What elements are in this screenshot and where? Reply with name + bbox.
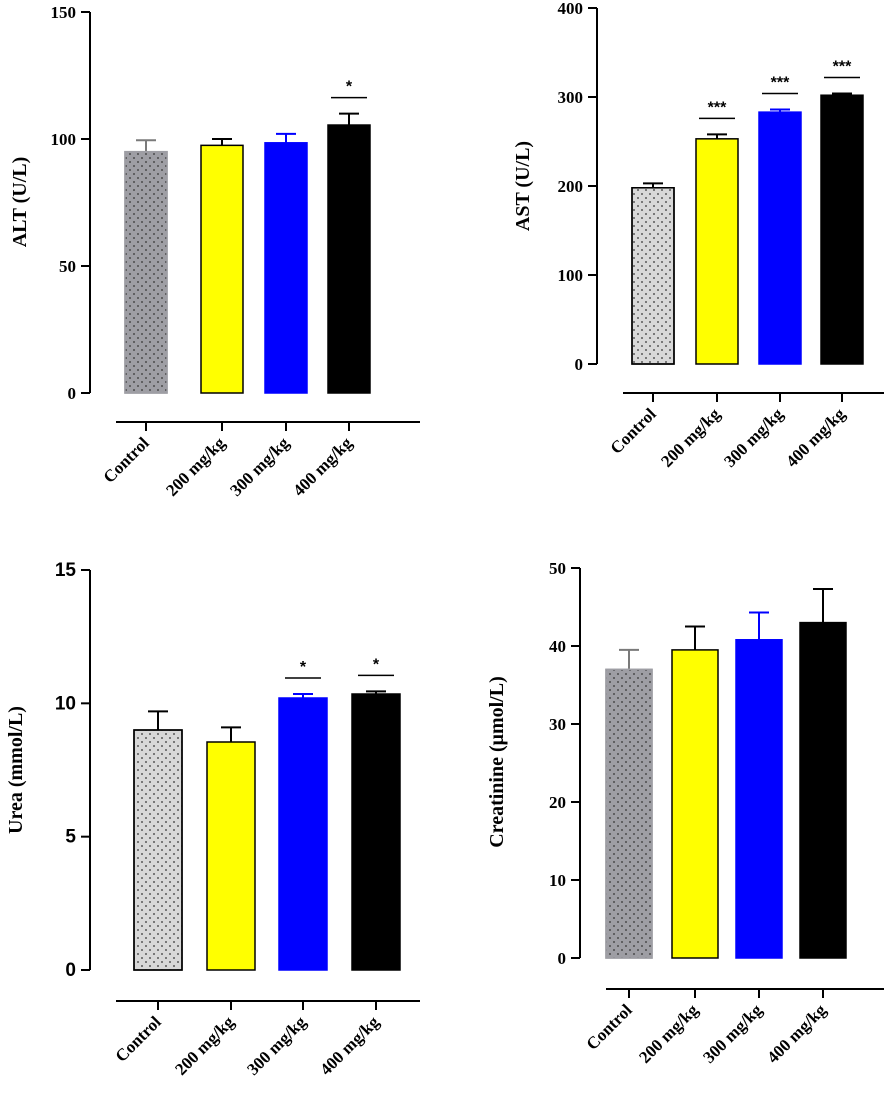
ast-y-tick-label: 100	[558, 266, 584, 285]
alt-y-tick-label: 150	[51, 3, 77, 22]
ast-y-tick-label: 300	[558, 88, 584, 107]
creatinine-bar	[735, 639, 783, 959]
alt-bar	[327, 124, 371, 394]
ast-significance-marker: ***	[833, 58, 852, 75]
creatinine-category-label: 300 mg/kg	[699, 1000, 766, 1067]
creatinine-y-tick-label: 50	[549, 559, 566, 578]
creatinine-y-tick-label: 10	[549, 871, 566, 890]
urea-bar-pattern	[133, 729, 183, 971]
urea-bar	[278, 697, 328, 971]
ast-significance-marker: ***	[708, 99, 727, 116]
ast-bar-pattern	[631, 187, 675, 365]
urea-category-label: Control	[112, 1012, 165, 1065]
ast-category-label: 400 mg/kg	[782, 404, 849, 471]
ast-y-tick-label: 200	[558, 177, 584, 196]
ast-y-tick-label: 400	[558, 0, 584, 18]
creatinine-bar-pattern	[605, 668, 653, 959]
urea-bar	[206, 741, 256, 971]
alt-bar-pattern	[124, 150, 168, 394]
creatinine-y-tick-label: 40	[549, 637, 566, 656]
ast-category-label: 300 mg/kg	[720, 404, 787, 471]
urea-y-tick-label: 5	[65, 827, 76, 848]
creatinine-y-tick-label: 30	[549, 715, 566, 734]
alt-y-tick-label: 100	[51, 130, 77, 149]
urea-y-tick-label: 10	[55, 693, 76, 714]
creatinine-category-label: 400 mg/kg	[763, 1000, 830, 1067]
urea-chart: 0 5 10 15 Urea (mmol/L) Control 200 mg/kg * 300 …	[5, 560, 420, 1079]
creatinine-bar	[799, 621, 847, 959]
urea-category-label: 400 mg/kg	[316, 1012, 383, 1079]
alt-bar	[264, 142, 308, 394]
creatinine-y-axis-label: Creatinine (μmol/L)	[486, 676, 508, 848]
alt-significance-marker: *	[346, 79, 353, 96]
alt-category-label: 200 mg/kg	[162, 433, 229, 500]
urea-bar	[351, 693, 401, 971]
creatinine-y-tick-label: 0	[558, 949, 567, 968]
alt-category-label: 400 mg/kg	[289, 433, 356, 500]
urea-category-label: 200 mg/kg	[171, 1012, 238, 1079]
alt-y-tick-label: 50	[59, 257, 76, 276]
alt-y-axis-label: ALT (U/L)	[9, 157, 31, 248]
ast-category-label: Control	[607, 404, 660, 457]
urea-y-axis-label: Urea (mmol/L)	[5, 706, 27, 834]
alt-category-label: Control	[100, 433, 153, 486]
ast-bar	[695, 138, 739, 365]
ast-bar	[820, 94, 864, 365]
creatinine-category-label: 200 mg/kg	[635, 1000, 702, 1067]
creatinine-bar	[671, 649, 719, 959]
alt-bar	[200, 144, 244, 394]
urea-significance-marker: *	[300, 659, 307, 676]
urea-category-label: 300 mg/kg	[243, 1012, 310, 1079]
alt-y-tick-label: 0	[68, 384, 77, 403]
alt-category-label: 300 mg/kg	[226, 433, 293, 500]
creatinine-y-tick-label: 20	[549, 793, 566, 812]
urea-significance-marker: *	[373, 656, 380, 673]
ast-significance-marker: ***	[771, 74, 790, 91]
creatinine-category-label: Control	[583, 1000, 636, 1053]
ast-bar	[758, 111, 802, 365]
ast-category-label: 200 mg/kg	[657, 404, 724, 471]
ast-y-tick-label: 0	[575, 355, 584, 374]
urea-y-tick-label: 0	[65, 960, 76, 981]
creatinine-chart: 0 10 20 30 40 50 Creatinine (μmol/L) Control 200…	[486, 559, 884, 1067]
ast-chart: 0 100 200 300 400 AST (U/L) Control *** 200 mg/k…	[512, 0, 884, 471]
urea-y-tick-label: 15	[55, 560, 77, 581]
ast-y-axis-label: AST (U/L)	[512, 141, 534, 231]
